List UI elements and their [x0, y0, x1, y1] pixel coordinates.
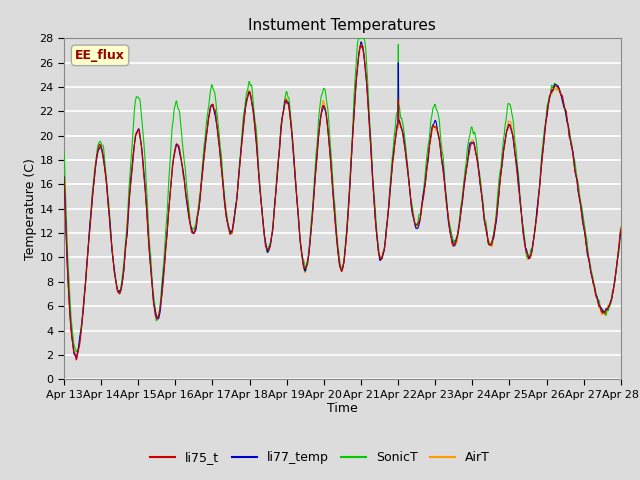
Legend: li75_t, li77_temp, SonicT, AirT: li75_t, li77_temp, SonicT, AirT [145, 446, 495, 469]
Text: EE_flux: EE_flux [75, 49, 125, 62]
Y-axis label: Temperature (C): Temperature (C) [24, 158, 36, 260]
Title: Instument Temperatures: Instument Temperatures [248, 18, 436, 33]
X-axis label: Time: Time [327, 402, 358, 415]
